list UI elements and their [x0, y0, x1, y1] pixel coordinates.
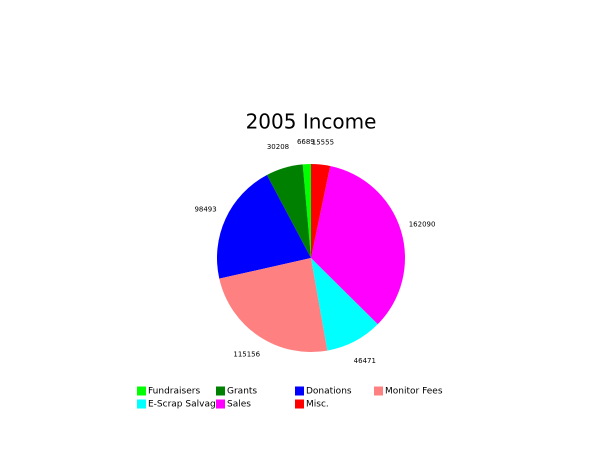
data-label: 98493 — [194, 206, 216, 214]
legend-swatch — [137, 386, 146, 396]
legend-swatch — [374, 386, 383, 396]
data-label: 46471 — [354, 357, 376, 365]
legend-swatch — [216, 399, 225, 409]
pie-slice — [216, 174, 311, 279]
pie-slice — [302, 164, 311, 258]
legend-swatch — [216, 386, 225, 396]
legend-swatch — [295, 399, 304, 409]
legend-label: Donations — [306, 387, 352, 397]
chart-title: 2005 Income — [246, 110, 377, 134]
legend-label: Sales — [227, 400, 251, 410]
data-label: 15555 — [312, 139, 334, 147]
legend-label: Monitor Fees — [385, 387, 443, 397]
data-label: 30208 — [267, 143, 289, 151]
data-label: 115156 — [233, 351, 260, 359]
data-label: 6689 — [297, 138, 315, 146]
legend-label: Grants — [227, 387, 257, 397]
legend-label: Misc. — [306, 400, 329, 410]
legend-swatch — [295, 386, 304, 396]
pie-slice — [311, 258, 378, 351]
legend-label: E-Scrap Salvage — [148, 400, 222, 410]
data-label: 162090 — [409, 221, 436, 229]
legend-label: Fundraisers — [148, 387, 200, 397]
pie-slice — [311, 164, 331, 258]
pie-slice — [219, 258, 328, 352]
pie-slice — [311, 165, 405, 325]
pie-slice — [266, 164, 311, 258]
legend-swatch — [137, 399, 146, 409]
